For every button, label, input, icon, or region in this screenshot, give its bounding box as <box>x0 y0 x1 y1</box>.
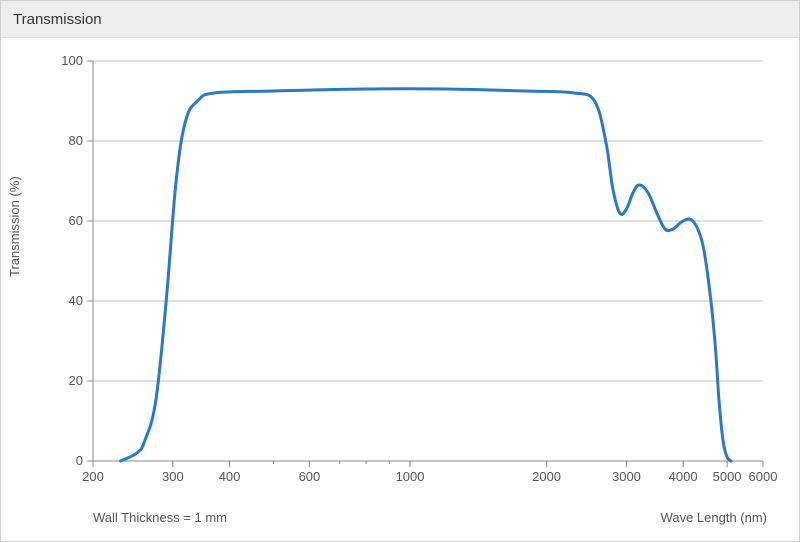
svg-text:1000: 1000 <box>396 469 425 484</box>
panel-title-bar: Transmission <box>1 1 799 38</box>
chart-svg: 0 20 40 60 80 100 200 300 400 600 1000 2000 3000 4000… <box>1 37 800 542</box>
svg-text:200: 200 <box>82 469 104 484</box>
svg-text:400: 400 <box>219 469 241 484</box>
x-axis-label: Wave Length (nm) <box>661 510 767 525</box>
svg-text:100: 100 <box>61 53 83 68</box>
svg-text:40: 40 <box>69 293 83 308</box>
svg-text:6000: 6000 <box>749 469 778 484</box>
svg-text:4000: 4000 <box>669 469 698 484</box>
svg-text:5000: 5000 <box>713 469 742 484</box>
svg-text:20: 20 <box>69 373 83 388</box>
panel-title: Transmission <box>13 11 102 28</box>
svg-text:600: 600 <box>299 469 321 484</box>
chart-area: 0 20 40 60 80 100 200 300 400 600 1000 2000 3000 4000… <box>1 37 800 542</box>
svg-text:3000: 3000 <box>612 469 641 484</box>
svg-text:2000: 2000 <box>532 469 561 484</box>
svg-text:0: 0 <box>76 453 83 468</box>
svg-text:80: 80 <box>69 133 83 148</box>
svg-text:60: 60 <box>69 213 83 228</box>
chart-panel: Transmission 0 20 40 60 80 100 200 300 400 600 100… <box>0 0 800 542</box>
y-axis-label: Transmission (%) <box>7 176 22 277</box>
chart-annotation: Wall Thickness = 1 mm <box>93 510 227 525</box>
svg-text:300: 300 <box>162 469 184 484</box>
